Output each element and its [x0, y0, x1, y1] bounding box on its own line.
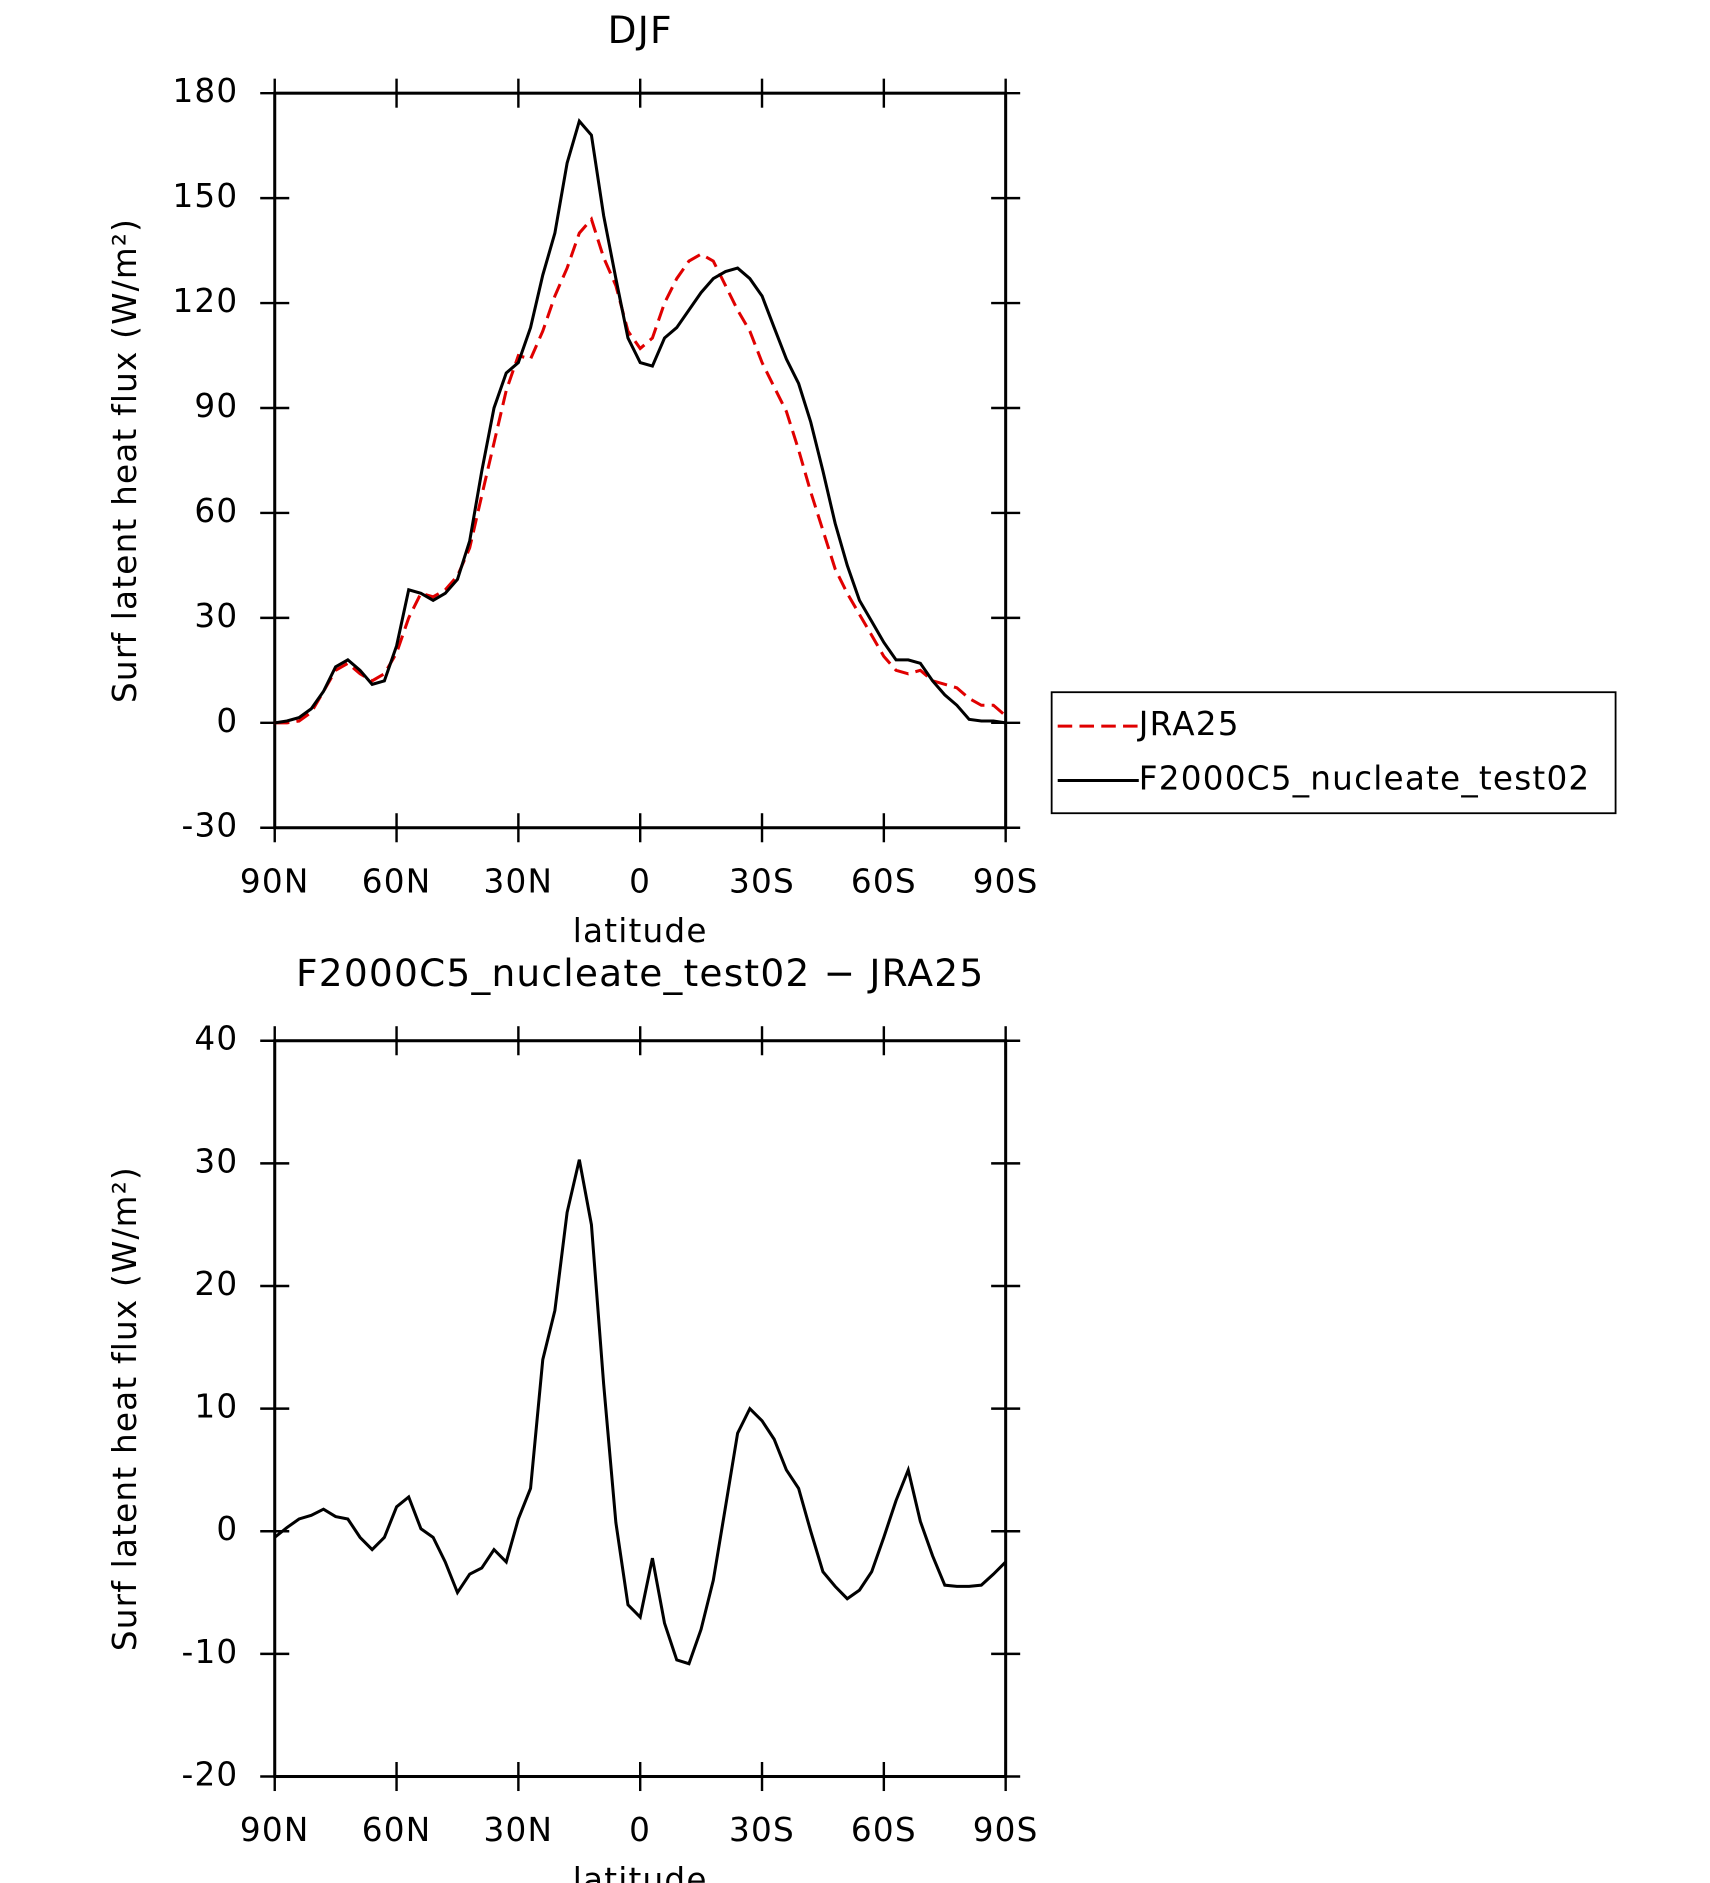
x-axis-label: latitude — [573, 1861, 708, 1883]
y-tick-label: 150 — [172, 177, 238, 215]
x-tick-label: 0 — [629, 862, 651, 900]
x-tick-label: 90N — [240, 862, 310, 900]
y-tick-label: -30 — [181, 807, 238, 845]
x-tick-label: 30N — [484, 862, 554, 900]
x-tick-label: 90S — [973, 1811, 1039, 1849]
y-tick-label: 30 — [194, 1142, 238, 1180]
y-axis-label: Surf latent heat flux (W/m²) — [106, 218, 144, 703]
series-line — [274, 216, 1007, 725]
x-axis-label: latitude — [573, 912, 708, 950]
x-tick-label: 30S — [729, 862, 795, 900]
y-tick-label: 0 — [216, 702, 238, 740]
chart-title: DJF — [608, 8, 673, 52]
x-tick-label: 90N — [240, 1811, 310, 1849]
y-tick-label: -20 — [181, 1756, 238, 1794]
y-tick-label: 0 — [216, 1510, 238, 1548]
y-tick-label: 90 — [194, 387, 238, 425]
plot-frame — [273, 1039, 1008, 1779]
y-tick-label: 120 — [172, 282, 238, 320]
x-tick-label: 60N — [362, 862, 432, 900]
plot-frame — [273, 91, 1008, 830]
x-tick-label: 0 — [629, 1811, 651, 1849]
y-tick-label: 180 — [172, 72, 238, 110]
y-tick-label: 40 — [194, 1020, 238, 1058]
legend-label: F2000C5_nucleate_test02 — [1139, 760, 1591, 798]
x-tick-label: 60N — [362, 1811, 432, 1849]
series-line — [274, 118, 1006, 725]
x-tick-label: 30N — [484, 1811, 554, 1849]
y-tick-label: -10 — [181, 1633, 238, 1671]
legend-box — [1050, 691, 1617, 815]
x-tick-label: 60S — [851, 862, 917, 900]
x-tick-label: 60S — [851, 1811, 917, 1849]
y-tick-label: 60 — [194, 492, 238, 530]
x-tick-label: 30S — [729, 1811, 795, 1849]
legend-label: JRA25 — [1137, 705, 1240, 743]
series-line — [273, 1159, 1007, 1666]
y-axis-label: Surf latent heat flux (W/m²) — [106, 1166, 144, 1651]
x-tick-label: 90S — [973, 862, 1039, 900]
y-tick-label: 10 — [194, 1388, 238, 1426]
y-tick-label: 20 — [194, 1265, 238, 1303]
y-tick-label: 30 — [194, 597, 238, 635]
chart-title: F2000C5_nucleate_test02 − JRA25 — [296, 951, 984, 995]
